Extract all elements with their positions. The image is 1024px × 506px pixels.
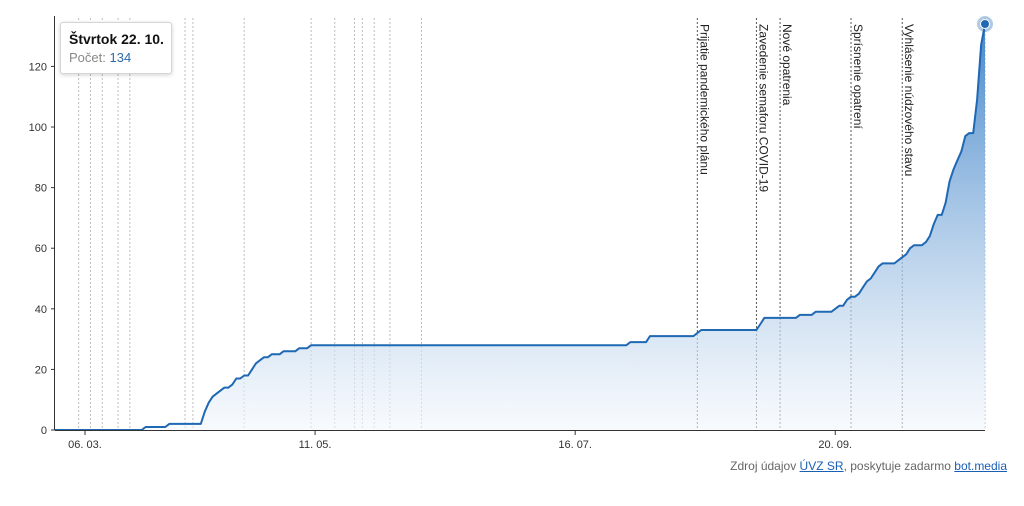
y-tick-label: 80 [35,183,47,195]
source-middle: , poskytuje zadarmo [843,459,951,473]
annotation-label: Zavedenie semaforu COVID-19 [756,24,770,192]
tooltip-date: Štvrtok 22. 10. [69,31,164,47]
data-source-credit: Zdroj údajov ÚVZ SR, poskytuje zadarmo b… [730,459,1007,473]
hover-tooltip: Štvrtok 22. 10. Počet: 134 [60,22,172,74]
event-annotations: Prijatie pandemického plánu Zavedenie sem… [696,18,916,430]
x-tick-label: 20. 09. [818,439,852,451]
y-tick-label: 120 [29,61,47,73]
tooltip-count-value: 134 [109,50,132,65]
tooltip-count-row: Počet: 134 [69,48,171,68]
annotation-label: Sprísnenie opatrení [851,24,865,129]
plot-area [55,16,993,431]
source-link-uvz[interactable]: ÚVZ SR [799,459,844,473]
x-tick-label: 06. 03. [68,439,102,451]
annotation-label: Prijatie pandemického plánu [697,24,711,175]
y-tick-label: 20 [35,364,47,376]
source-link-botmedia[interactable]: bot.media [954,459,1007,473]
highlight-point [980,19,990,29]
x-tick-label: 11. 05. [299,439,332,451]
y-tick-label: 0 [41,425,47,437]
axes: 0 20 40 60 80 100 120 06. 03. 11. 05. 16. 07. 20. … [29,16,985,451]
y-tick-label: 100 [29,122,47,134]
area-fill [55,24,985,430]
y-tick-label: 40 [35,304,47,316]
annotation-label: Nové opatrenia [780,24,794,106]
annotation-label: Vyhlásenie núdzového stavu [902,24,916,176]
tooltip-count-label: Počet: [69,50,106,65]
source-prefix: Zdroj údajov [730,459,797,473]
y-tick-label: 60 [35,243,47,255]
x-tick-label: 16. 07. [558,439,592,451]
series-line [55,23,986,431]
